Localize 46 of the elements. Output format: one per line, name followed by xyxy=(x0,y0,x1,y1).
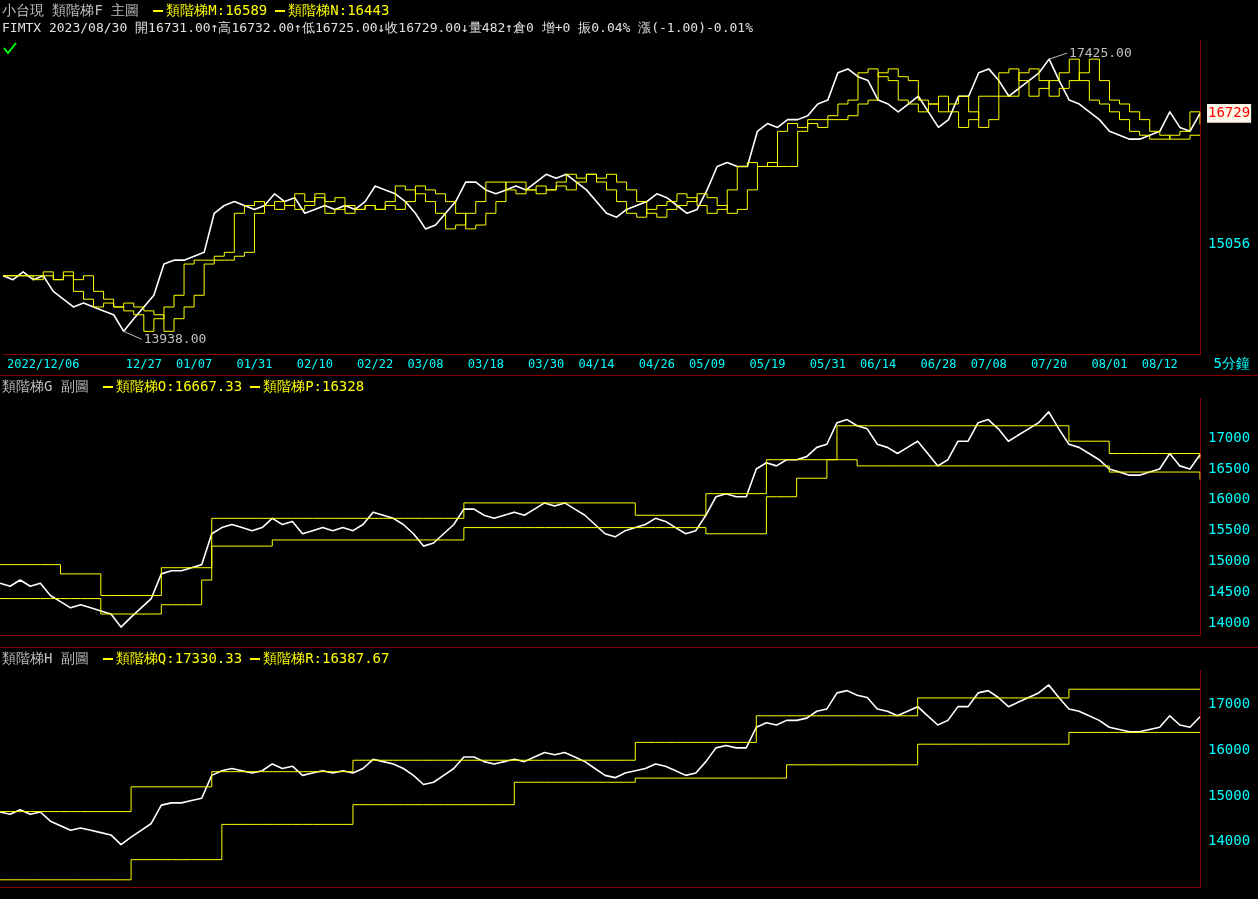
x-tick-label: 07/08 xyxy=(970,356,1007,371)
x-tick-label: 06/14 xyxy=(860,356,897,371)
legend-label: 類階梯O:16667.33 xyxy=(114,378,243,394)
y-tick-label: 15056 xyxy=(1208,234,1251,251)
chart-subtitle: FIMTX 2023/08/30 開16731.00↑高16732.00↑低16725.00↓收16729.00↓量482↑倉0 增+0 振0.04% 漲(-1.00)-0.01% xyxy=(2,19,753,37)
chart-title: 小台現 類階梯F 主圖 xyxy=(2,2,140,18)
y-tick-label: 15000 xyxy=(1208,786,1251,803)
y-tick-label: 14500 xyxy=(1208,583,1251,600)
x-tick-label: 01/07 xyxy=(176,356,213,371)
y-tick-label: 17000 xyxy=(1208,695,1251,711)
y-tick-label: 17000 xyxy=(1208,428,1251,445)
x-tick-label: 12/27 xyxy=(125,356,162,371)
x-tick-label: 06/28 xyxy=(920,356,957,371)
x-tick-label: 03/18 xyxy=(467,356,504,371)
y-tick-label: 15500 xyxy=(1208,521,1251,538)
x-tick-label: 05/31 xyxy=(809,356,846,371)
x-tick-label: 01/31 xyxy=(236,356,273,371)
chart-title: 類階梯G 副圖 xyxy=(2,378,89,394)
x-tick-label: 08/12 xyxy=(1141,356,1178,371)
x-tick-label: 03/08 xyxy=(407,356,444,371)
x-tick-label: 02/22 xyxy=(357,356,394,371)
x-tick-label: 05/19 xyxy=(749,356,786,371)
y-tick-label: 16729 xyxy=(1208,104,1251,121)
x-tick-label: 05/09 xyxy=(689,356,726,371)
text: 5分鐘 xyxy=(1213,355,1250,373)
x-tick-label: 03/30 xyxy=(528,356,565,371)
annotation: 17425.00 xyxy=(1069,44,1132,60)
legend-label: 類階梯R:16387.67 xyxy=(262,650,390,666)
y-tick-label: 16000 xyxy=(1208,490,1251,507)
x-tick-label: 2022/12/06 xyxy=(7,356,80,371)
y-tick-label: 14000 xyxy=(1208,832,1251,849)
legend-label: 類階梯N:16443 xyxy=(287,2,390,18)
chart-title: 類階梯H 副圖 xyxy=(2,650,89,666)
x-tick-label: 02/10 xyxy=(296,356,333,371)
x-tick-label: 04/26 xyxy=(638,356,675,371)
legend-label: 類階梯M:16589 xyxy=(165,2,268,18)
annotation: 13938.00 xyxy=(143,330,207,346)
y-tick-label: 14000 xyxy=(1208,613,1251,630)
x-tick-label: 04/14 xyxy=(578,356,615,371)
y-tick-label: 15000 xyxy=(1208,552,1251,569)
x-tick-label: 08/01 xyxy=(1091,356,1128,371)
legend-label: 類階梯Q:17330.33 xyxy=(114,650,243,666)
x-tick-label: 07/20 xyxy=(1031,356,1068,371)
y-tick-label: 16500 xyxy=(1208,459,1251,476)
legend-label: 類階梯P:16328 xyxy=(262,378,365,394)
y-tick-label: 16000 xyxy=(1208,740,1251,757)
